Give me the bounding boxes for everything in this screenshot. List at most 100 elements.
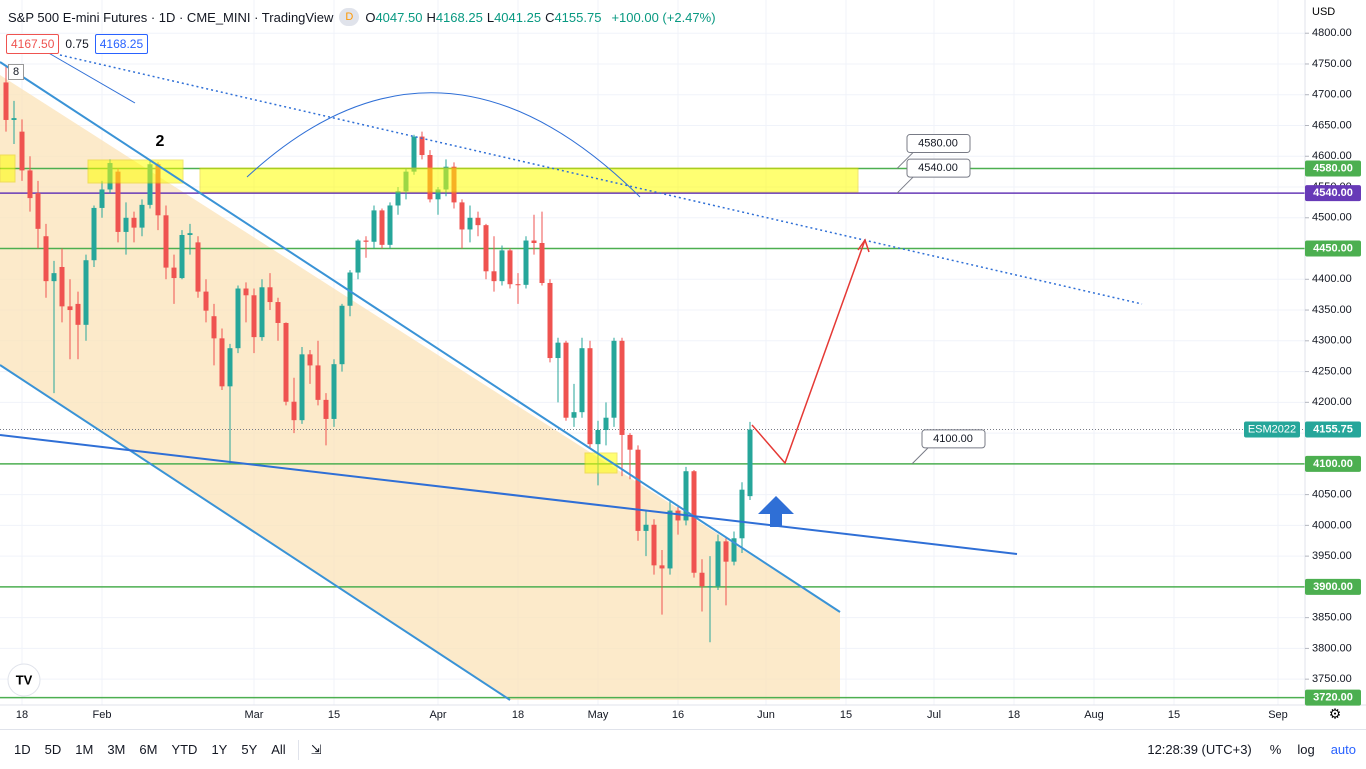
legend: S&P 500 E-mini Futures · 1D · CME_MINI ·… [8, 8, 716, 26]
candle-body [83, 260, 89, 325]
candle-body [363, 240, 369, 242]
candle-body [467, 217, 473, 230]
channel-fill [0, 75, 840, 700]
wave-label: 2 [156, 133, 165, 150]
candle-body [115, 171, 121, 232]
symbol-title: S&P 500 E-mini Futures · 1D · CME_MINI ·… [8, 9, 334, 25]
y-tick-label: 4600.00 [1312, 150, 1352, 162]
chart: 2 TV 4580.00 4540.00 4100.00 USD 3750.00 38… [0, 0, 1366, 722]
candle-body [123, 217, 129, 232]
ohlc-value: 4168.25 [435, 9, 483, 25]
candle-body [179, 235, 185, 279]
candle-body [651, 524, 657, 566]
level-label: 4580.00 [1313, 162, 1353, 174]
x-tick-label: 18 [512, 709, 524, 721]
logo-text: TV [16, 672, 33, 687]
y-tick-label: 4750.00 [1312, 58, 1352, 70]
range-button[interactable]: 5D [44, 742, 62, 757]
y-tick-label: 4650.00 [1312, 119, 1352, 131]
level-label: 3900.00 [1313, 581, 1353, 593]
candle-body [675, 510, 681, 521]
candle-body [635, 449, 641, 531]
level-label: 4450.00 [1313, 242, 1353, 254]
candle-body [387, 205, 393, 245]
range-button[interactable]: 1D [14, 742, 31, 757]
range-button[interactable]: All [271, 742, 286, 757]
candle-body [395, 191, 401, 206]
candle-body [11, 118, 17, 120]
y-tick-label: 4200.00 [1312, 396, 1352, 408]
candle-body [627, 434, 633, 450]
candle-body [323, 399, 329, 419]
price-axis [1305, 0, 1366, 705]
candle-body [211, 316, 217, 339]
candle-body [371, 210, 377, 242]
trend-line [39, 47, 136, 104]
candle-body [219, 338, 225, 387]
range-button[interactable]: 6M [139, 742, 158, 757]
x-tick-label: Jul [927, 709, 941, 721]
zone [0, 154, 16, 183]
candle-body [603, 417, 609, 431]
channel-line [0, 364, 511, 701]
candle-body [235, 288, 241, 349]
candle-body [43, 236, 49, 282]
indicator-badge[interactable]: 8 [8, 64, 25, 80]
candle-body [27, 170, 33, 199]
candle-body [699, 572, 705, 587]
logo [7, 663, 41, 697]
y-tick-label: 4800.00 [1312, 27, 1352, 39]
bid[interactable]: 4167.50 [6, 34, 60, 54]
clock: 12:28:39 (UTC+3) [1147, 742, 1252, 757]
candle-body [251, 295, 257, 338]
candle-body [555, 342, 561, 359]
candle-body [355, 240, 361, 273]
scale-option[interactable]: log [1297, 742, 1315, 757]
ohlc: O4047.50 H4168.25 L4041.25 C4155.75 [365, 10, 605, 25]
toolbar: 1D 5D 1M 3M 6M YTD 1Y 5Y All ⇲ 12:28:39 (UTC+3) … [0, 729, 1366, 769]
candle-body [99, 189, 105, 208]
x-tick-label: Mar [245, 709, 264, 721]
range-button[interactable]: 3M [107, 742, 126, 757]
date-range-icon[interactable]: ⇲ [310, 741, 322, 757]
candle-body [203, 291, 209, 311]
scale-option[interactable]: auto [1330, 742, 1356, 757]
candle-body [19, 131, 25, 171]
y-tick-label: 4250.00 [1312, 365, 1352, 377]
scale-option[interactable]: % [1269, 742, 1282, 757]
y-tick-label: 3950.00 [1312, 550, 1352, 562]
x-tick-label: May [588, 709, 609, 721]
candle-body [547, 282, 553, 359]
candle-body [307, 354, 313, 366]
candle-body [35, 193, 41, 229]
candle-body [691, 471, 697, 573]
candle-body [611, 340, 617, 418]
candle-body [523, 240, 529, 285]
range-button[interactable]: 5Y [241, 742, 258, 757]
candle-body [51, 273, 57, 282]
change: +100.00 (+2.47%) [611, 9, 716, 25]
candle-body [539, 242, 545, 283]
callout-pointer [896, 176, 914, 194]
candle-body [299, 354, 305, 421]
settings-icon[interactable]: ⚙ [1329, 706, 1342, 722]
candle-body [67, 306, 73, 311]
ask[interactable]: 4168.25 [94, 34, 149, 54]
separator [297, 739, 299, 760]
drawings: 2 TV [0, 47, 1143, 701]
y-tick-label: 4400.00 [1312, 273, 1352, 285]
range-button[interactable]: YTD [171, 742, 198, 757]
callout-box [906, 134, 971, 154]
x-tick-label: Apr [429, 709, 446, 721]
callout-box [921, 429, 986, 449]
session-badge: D [339, 8, 360, 26]
dotted-trend-line [59, 54, 1143, 305]
candle-body [723, 541, 729, 562]
range-button[interactable]: 1Y [211, 742, 228, 757]
x-tick-label: 15 [1168, 709, 1180, 721]
range-button[interactable]: 1M [75, 742, 94, 757]
candle-body [339, 305, 345, 365]
candle-body [259, 287, 265, 338]
candle-body [75, 303, 81, 325]
candle-body [747, 429, 753, 497]
